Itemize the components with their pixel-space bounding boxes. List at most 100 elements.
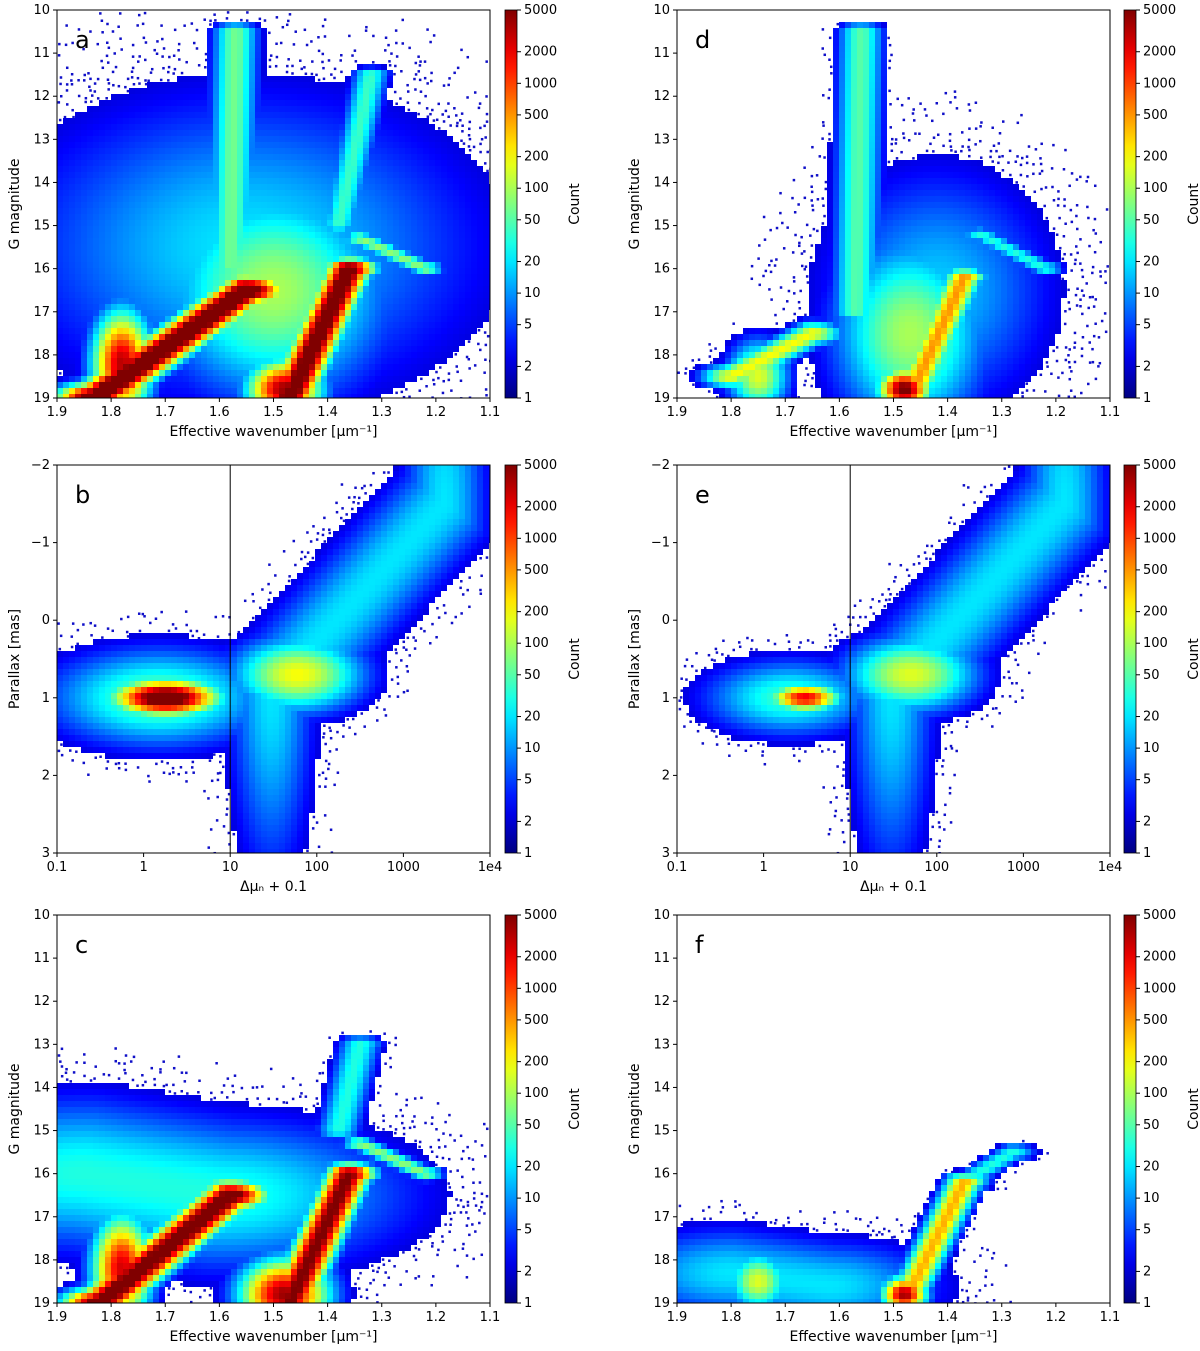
heatmap-cell (393, 543, 399, 549)
heatmap-cell (261, 268, 267, 274)
heatmap-cell (441, 352, 447, 358)
heatmap-cell (57, 304, 63, 310)
heatmap-cell (267, 82, 273, 88)
heatmap-cell (345, 537, 351, 543)
heatmap-cell (309, 346, 315, 352)
heatmap-cell (405, 172, 411, 178)
heatmap-cell (417, 340, 423, 346)
heatmap-cell (375, 352, 381, 358)
heatmap-cell (477, 280, 483, 286)
heatmap-cell (87, 238, 93, 244)
heatmap-cell (123, 334, 129, 340)
heatmap-cell (327, 328, 333, 334)
heatmap-cell (279, 142, 285, 148)
heatmap-cell (93, 148, 99, 154)
x-tick-label: 1.3 (371, 405, 392, 420)
heatmap-cell (387, 579, 393, 585)
heatmap-cell (261, 298, 267, 304)
heatmap-cell (477, 256, 483, 262)
heatmap-point (448, 77, 451, 80)
heatmap-cell (255, 639, 261, 645)
heatmap-cell (171, 394, 177, 398)
heatmap-cell (261, 94, 267, 100)
heatmap-cell (123, 94, 129, 100)
heatmap-cell (387, 232, 393, 238)
heatmap-cell (375, 316, 381, 322)
heatmap-cell (321, 136, 327, 142)
heatmap-cell (375, 537, 381, 543)
heatmap-point (323, 540, 327, 543)
heatmap-cell (123, 178, 129, 184)
heatmap-cell (213, 160, 219, 166)
heatmap-cell (315, 370, 321, 376)
heatmap-cell (225, 88, 231, 94)
heatmap-cell (267, 388, 273, 394)
heatmap-cell (375, 148, 381, 154)
heatmap-cell (453, 555, 459, 561)
heatmap-cell (129, 250, 135, 256)
heatmap-cell (459, 154, 465, 160)
heatmap-cell (453, 507, 459, 513)
heatmap-cell (447, 238, 453, 244)
heatmap-cell (339, 370, 345, 376)
heatmap-point (485, 60, 488, 63)
heatmap-cell (351, 76, 357, 82)
heatmap-cell (279, 94, 285, 100)
heatmap-cell (327, 226, 333, 232)
heatmap-cell (357, 184, 363, 190)
heatmap-cell (213, 364, 219, 370)
heatmap-cell (237, 40, 243, 46)
heatmap-cell (453, 471, 459, 477)
heatmap-cell (345, 118, 351, 124)
heatmap-cell (81, 346, 87, 352)
heatmap-cell (399, 621, 405, 627)
heatmap-cell (273, 220, 279, 226)
heatmap-cell (273, 226, 279, 232)
heatmap-cell (75, 178, 81, 184)
heatmap-cell (405, 465, 411, 471)
heatmap-cell (243, 633, 249, 639)
heatmap-cell (405, 166, 411, 172)
heatmap-cell (393, 316, 399, 322)
heatmap-cell (267, 256, 273, 262)
heatmap-cell (393, 304, 399, 310)
heatmap-cell (141, 316, 147, 322)
heatmap-cell (375, 286, 381, 292)
heatmap-cell (369, 322, 375, 328)
heatmap-cell (357, 112, 363, 118)
heatmap-point (372, 34, 375, 38)
heatmap-cell (369, 328, 375, 334)
heatmap-cell (375, 627, 381, 633)
heatmap-cell (93, 118, 99, 124)
heatmap-cell (213, 130, 219, 136)
heatmap-cell (441, 142, 447, 148)
heatmap-cell (261, 196, 267, 202)
heatmap-cell (285, 262, 291, 268)
heatmap-cell (387, 82, 393, 88)
heatmap-point (101, 31, 104, 34)
heatmap-cell (405, 543, 411, 549)
heatmap-point (360, 486, 364, 490)
heatmap-cell (393, 579, 399, 585)
heatmap-cell (285, 286, 291, 292)
heatmap-cell (309, 184, 315, 190)
heatmap-cell (309, 214, 315, 220)
heatmap-cell (339, 555, 345, 561)
heatmap-cell (357, 579, 363, 585)
heatmap-cell (483, 477, 489, 483)
heatmap-cell (399, 298, 405, 304)
heatmap-cell (357, 208, 363, 214)
heatmap-cell (195, 256, 201, 262)
heatmap-cell (429, 124, 435, 130)
heatmap-cell (213, 370, 219, 376)
heatmap-cell (105, 310, 111, 316)
heatmap-cell (315, 184, 321, 190)
heatmap-cell (183, 148, 189, 154)
heatmap-cell (363, 172, 369, 178)
heatmap-cell (135, 346, 141, 352)
heatmap-point (77, 79, 80, 82)
colorbar-tick-label: 500 (524, 108, 549, 123)
heatmap-cell (147, 244, 153, 250)
heatmap-cell (459, 310, 465, 316)
heatmap-cell (357, 250, 363, 256)
